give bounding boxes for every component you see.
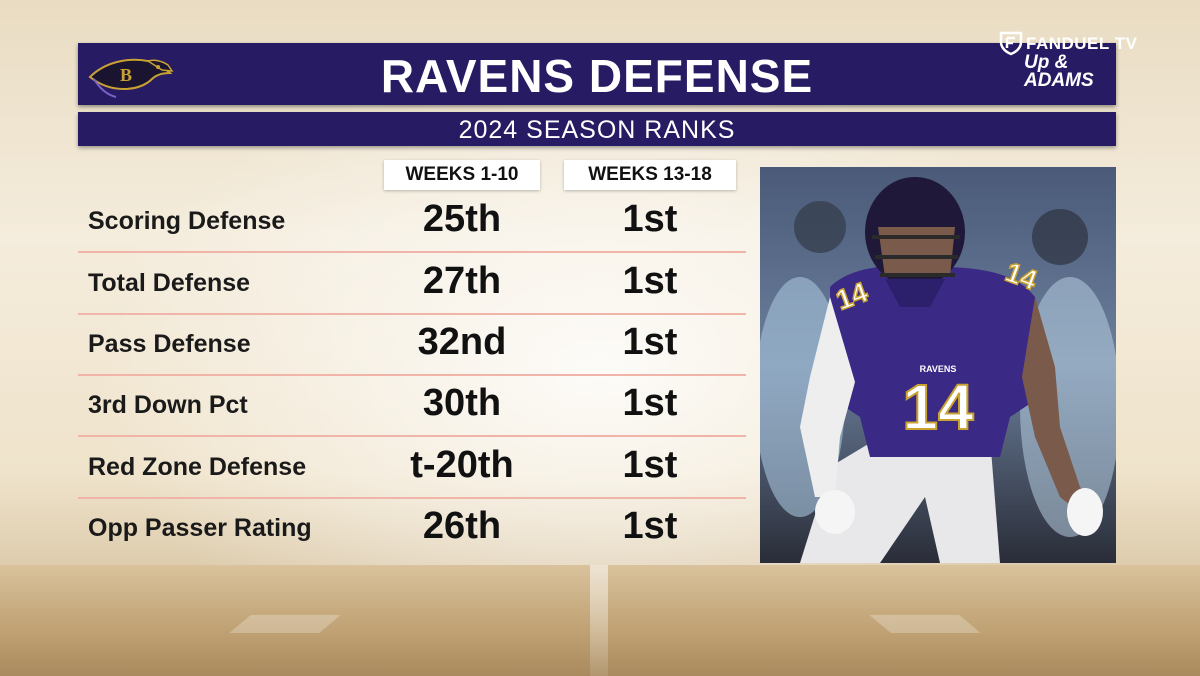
row-label: Pass Defense xyxy=(88,330,251,358)
page-title: RAVENS DEFENSE xyxy=(380,50,814,102)
rank-weeks-1-10: t-20th xyxy=(410,444,514,486)
background-floor xyxy=(0,565,1200,676)
jersey-number: 14 xyxy=(902,371,974,443)
row-label: Opp Passer Rating xyxy=(88,514,312,542)
player-illustration: 14 RAVENS 14 14 xyxy=(760,167,1116,563)
player-photo: 14 RAVENS 14 14 xyxy=(760,167,1116,563)
network-watermark: FANDUEL TV Up & ADAMS xyxy=(998,30,1168,100)
rank-weeks-1-10: 25th xyxy=(422,198,502,240)
watermark-show-line2: ADAMS xyxy=(1024,70,1094,91)
title-banner: B RAVENS DEFENSE xyxy=(78,43,1116,105)
rank-weeks-13-18: 1st xyxy=(622,260,678,302)
subtitle-banner: 2024 SEASON RANKS xyxy=(78,112,1116,146)
rank-weeks-1-10: 32nd xyxy=(417,321,507,363)
rank-weeks-13-18: 1st xyxy=(622,321,678,363)
fanduel-shield-icon xyxy=(999,31,1023,56)
floor-stripe xyxy=(229,615,341,633)
table-row: Red Zone Defense t-20th 1st xyxy=(78,436,746,499)
rank-weeks-13-18: 1st xyxy=(622,444,678,486)
svg-text:B: B xyxy=(120,65,132,85)
table-row: Opp Passer Rating 26th 1st xyxy=(78,497,746,558)
rank-weeks-1-10: 30th xyxy=(422,382,502,424)
floor-stripe xyxy=(869,615,981,633)
rank-weeks-13-18: 1st xyxy=(622,505,678,547)
rank-weeks-13-18: 1st xyxy=(622,198,678,240)
watermark-show-line1: Up & xyxy=(1024,52,1069,73)
table-row: 3rd Down Pct 30th 1st xyxy=(78,374,746,437)
watermark-network: FANDUEL TV xyxy=(1026,34,1138,53)
table-row: Scoring Defense 25th 1st xyxy=(78,190,746,253)
rankings-table: WEEKS 1-10 WEEKS 13-18 Scoring Defense 2… xyxy=(78,160,754,562)
table-row: Total Defense 27th 1st xyxy=(78,252,746,315)
row-label: 3rd Down Pct xyxy=(88,391,248,419)
rank-weeks-1-10: 26th xyxy=(422,505,502,547)
row-label: Scoring Defense xyxy=(88,207,286,235)
table-row: Pass Defense 32nd 1st xyxy=(78,313,746,376)
row-label: Total Defense xyxy=(88,269,251,297)
jersey-wordmark: RAVENS xyxy=(920,364,957,374)
subtitle: 2024 SEASON RANKS xyxy=(458,116,736,144)
rank-weeks-1-10: 27th xyxy=(422,260,502,302)
column-header-weeks-1-10: WEEKS 1-10 xyxy=(384,160,540,190)
floor-stripe xyxy=(590,565,608,676)
column-header-weeks-13-18: WEEKS 13-18 xyxy=(564,160,736,190)
row-label: Red Zone Defense xyxy=(88,453,307,481)
rank-weeks-13-18: 1st xyxy=(622,382,678,424)
ravens-logo-icon: B xyxy=(88,58,174,98)
